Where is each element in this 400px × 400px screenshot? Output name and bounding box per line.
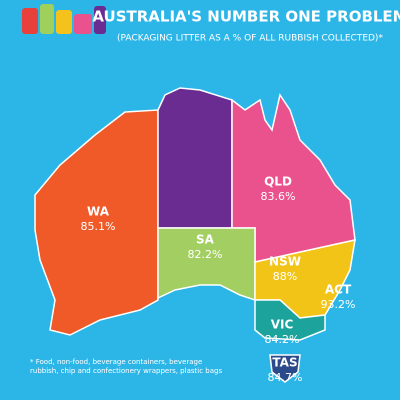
region-value: 93.2%	[321, 298, 356, 311]
region-value: 84.7%	[268, 371, 303, 384]
region-value: 88%	[273, 270, 297, 283]
region-sa	[157, 227, 256, 302]
region-name: SA	[196, 233, 215, 247]
region-name: TAS	[272, 356, 297, 370]
title: AUSTRALIA'S NUMBER ONE PROBLEM	[92, 8, 400, 26]
region-vic	[254, 299, 326, 341]
region-tas	[269, 354, 301, 383]
subtitle: (PACKAGING LITTER AS A % OF ALL RUBBISH …	[117, 34, 383, 44]
region-value: 83.6%	[261, 190, 296, 203]
region-nt	[157, 87, 233, 229]
region-name: ACT	[325, 283, 352, 297]
region-value: 82.2%	[188, 248, 223, 261]
region-wa	[34, 109, 159, 336]
region-name: VIC	[271, 318, 294, 332]
icons	[22, 4, 106, 34]
region-value: 85.1%	[81, 220, 116, 233]
region-name: NSW	[269, 255, 301, 269]
region-name: QLD	[264, 175, 292, 189]
region-value: 84.2%	[265, 333, 300, 346]
footnote: * Food, non-food, beverage containers, b…	[30, 358, 223, 376]
region-name: WA	[87, 205, 110, 219]
